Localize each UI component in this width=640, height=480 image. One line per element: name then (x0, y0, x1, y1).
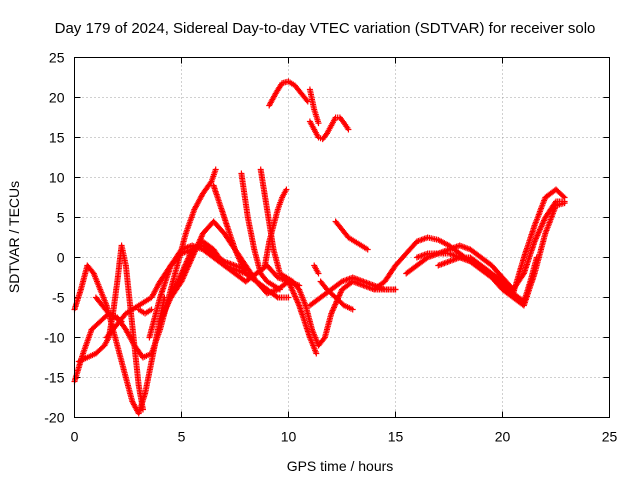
y-tick-label: -10 (44, 330, 64, 346)
series-markers (266, 78, 311, 109)
series-markers (135, 306, 155, 317)
y-tick-label: 5 (57, 210, 65, 226)
series-markers (306, 114, 352, 143)
series-arc-v (92, 294, 125, 325)
series-arc-m (317, 278, 356, 313)
series-markers (311, 262, 322, 277)
series-markers (92, 294, 125, 325)
x-axis-ticks: 0 5 10 15 20 25 (71, 57, 618, 445)
series-arc-h (210, 182, 292, 301)
series-markers (371, 186, 568, 297)
y-tick-label: -15 (44, 370, 64, 386)
series-arc-r (371, 186, 568, 297)
y-tick-label: 10 (49, 170, 65, 186)
x-tick-label: 15 (388, 429, 404, 445)
plot-frame (74, 57, 610, 418)
y-axis-ticks: -20 -15 -10 -5 0 5 10 15 20 25 (44, 50, 610, 426)
series-markers (262, 186, 290, 269)
y-tick-label: -5 (52, 290, 65, 306)
series-markers (317, 278, 356, 313)
grid (74, 57, 610, 418)
series-arc-w (135, 306, 155, 317)
series-arc-o (306, 114, 352, 143)
series-markers (238, 170, 283, 293)
series-arc-s (403, 198, 568, 293)
x-tick-label: 10 (281, 429, 297, 445)
series-arc-n (266, 78, 311, 109)
series-markers (306, 86, 322, 127)
x-tick-label: 20 (495, 429, 511, 445)
y-tick-label: 20 (49, 90, 65, 106)
x-tick-label: 0 (71, 429, 79, 445)
x-tick-label: 5 (178, 429, 186, 445)
y-tick-label: 15 (49, 130, 65, 146)
chart-title: Day 179 of 2024, Sidereal Day-to-day VTE… (55, 20, 596, 37)
series-arc-i (238, 170, 283, 293)
x-tick-label: 25 (602, 429, 618, 445)
series-arc-k (262, 186, 290, 269)
y-tick-label: -20 (44, 410, 64, 426)
series-arc-q (332, 218, 371, 253)
series-arc-p (306, 86, 322, 127)
series-arc-x (311, 262, 322, 277)
x-axis-label: GPS time / hours (287, 458, 394, 474)
series-markers (332, 218, 371, 253)
series-arc-u (435, 254, 540, 305)
series-markers (435, 254, 540, 305)
series-markers (403, 198, 568, 293)
y-axis-label: SDTVAR / TECUs (6, 181, 22, 293)
y-tick-label: 0 (57, 250, 65, 266)
y-tick-label: 25 (49, 50, 65, 66)
series-markers (210, 182, 292, 301)
data-marks (71, 78, 568, 417)
